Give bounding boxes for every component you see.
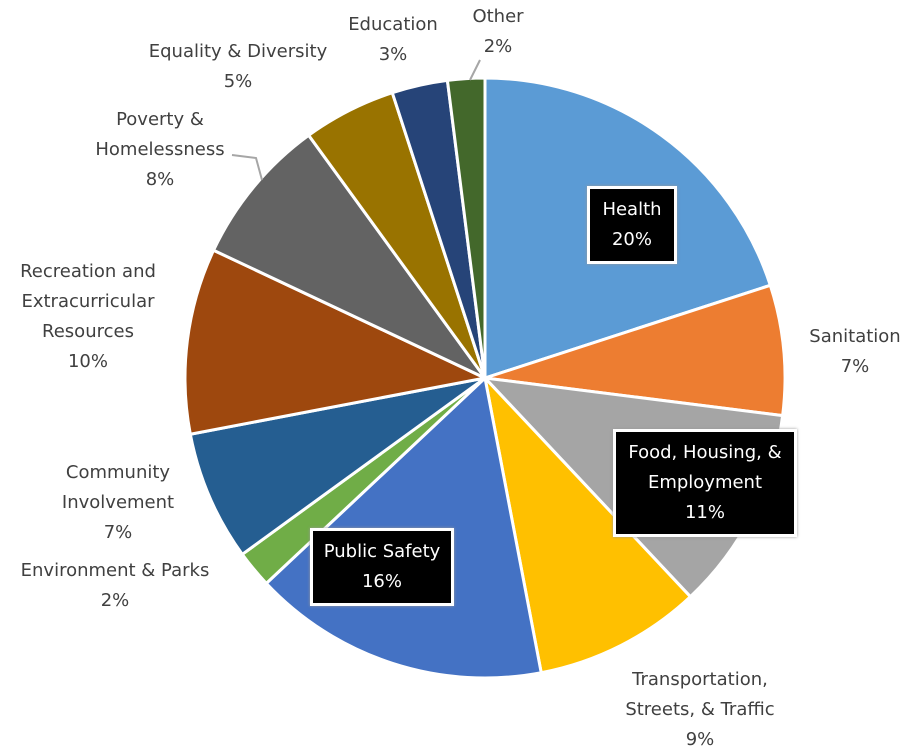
- slice-label: Environment & Parks 2%: [0, 556, 230, 616]
- slice-label: Poverty & Homelessness 8%: [93, 105, 228, 195]
- slice-label: Health 20%: [587, 186, 677, 264]
- value-label: 8%: [145, 169, 175, 190]
- value-label: 11%: [684, 502, 725, 523]
- category-label: Recreation and Extracurricular Resources: [20, 261, 156, 342]
- pie-slice: [484, 283, 787, 418]
- value-label: 2%: [100, 590, 130, 611]
- category-label: Other: [472, 6, 524, 27]
- pie-slice: [211, 133, 487, 380]
- category-label: Food, Housing, & Employment: [628, 442, 782, 493]
- category-label: Public Safety: [323, 541, 441, 562]
- slice-label: Equality & Diversity 5%: [123, 37, 353, 97]
- value-label: 20%: [611, 229, 652, 250]
- slice-label: Food, Housing, & Employment 11%: [613, 429, 797, 537]
- pie-slice: [482, 373, 693, 675]
- slice-label: Education 3%: [338, 10, 448, 70]
- value-label: 9%: [685, 729, 715, 750]
- category-label: Education: [348, 14, 438, 35]
- slice-label: Recreation and Extracurricular Resources…: [13, 257, 163, 377]
- slice-label: Other 2%: [468, 2, 528, 62]
- value-label: 5%: [223, 71, 253, 92]
- pie-slice: [445, 76, 487, 379]
- category-label: Health: [602, 199, 662, 220]
- value-label: 10%: [67, 351, 108, 372]
- value-label: 7%: [840, 356, 870, 377]
- category-label: Equality & Diversity: [148, 41, 328, 62]
- slice-label: Transportation, Streets, & Traffic 9%: [610, 665, 790, 750]
- value-label: 7%: [103, 522, 133, 543]
- category-label: Poverty & Homelessness: [95, 109, 225, 160]
- value-label: 16%: [361, 571, 402, 592]
- slice-label: Public Safety 16%: [310, 528, 454, 606]
- category-label: Transportation, Streets, & Traffic: [625, 669, 775, 720]
- pie-slice: [183, 248, 490, 436]
- leader-line: [231, 154, 263, 181]
- category-label: Sanitation: [809, 326, 901, 347]
- slice-label: Sanitation 7%: [800, 322, 906, 382]
- slice-label: Community Involvement 7%: [43, 458, 193, 548]
- leader-line: [469, 59, 481, 81]
- category-label: Community Involvement: [61, 462, 175, 513]
- value-label: 3%: [378, 44, 408, 65]
- category-label: Environment & Parks: [20, 560, 210, 581]
- value-label: 2%: [483, 36, 513, 57]
- pie-slice: [188, 376, 486, 557]
- slices: [183, 76, 787, 680]
